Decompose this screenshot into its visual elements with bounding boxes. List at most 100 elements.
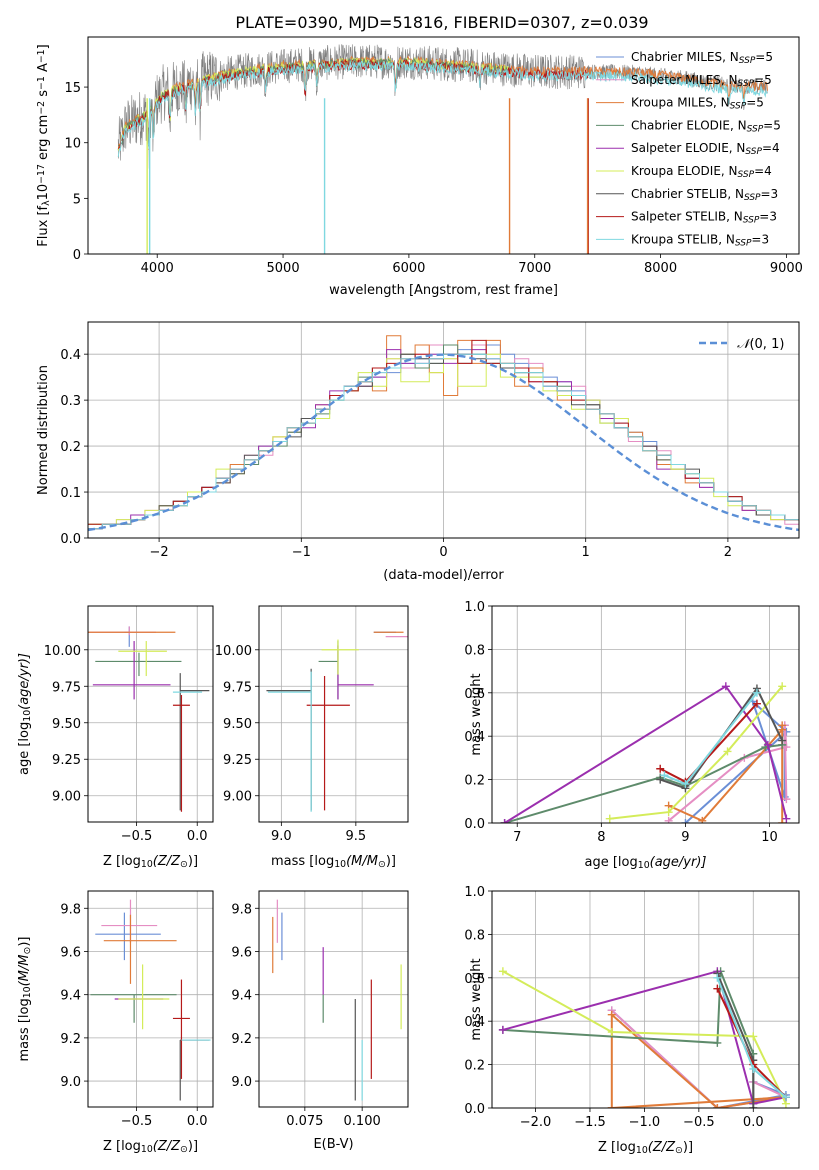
y-tick-label: 10.00 — [44, 644, 81, 659]
x-axis-label-part: 10 — [141, 859, 153, 870]
x-axis-label-part: 10 — [638, 860, 650, 871]
y-tick-label: 9.75 — [223, 680, 252, 695]
plot-marks — [266, 631, 408, 812]
legend-label-suffix: =5 — [754, 73, 772, 87]
errorbar-kroupa-stelib — [267, 671, 312, 812]
y-tick-label: 0.2 — [464, 774, 485, 789]
errorbar-chabrier-miles — [95, 912, 161, 961]
x-axis-label: age [log10(age/yr)] — [585, 855, 707, 871]
x-axis-label-part: 10 — [636, 1145, 648, 1156]
x-tick-label: 7000 — [518, 261, 551, 276]
x-axis-label-part: (M/M — [346, 854, 378, 869]
weight-line — [502, 970, 787, 1105]
plot-marks — [117, 44, 768, 254]
y-tick-label: 0.6 — [464, 687, 485, 702]
plot-area — [259, 891, 408, 1107]
legend-label: Salpeter MILES, NSSP=5 — [631, 73, 772, 89]
x-axis-label-part: ⊙ — [378, 859, 386, 870]
weight-line — [502, 970, 787, 1105]
weight-point-marker — [723, 747, 732, 756]
normal-reference-curve — [88, 353, 799, 532]
legend-label-part: (0, 1) — [749, 337, 784, 352]
axes-frame — [87, 321, 800, 539]
y-tick-label: 9.2 — [231, 1032, 252, 1047]
weight-vs-metallicity-panel: −2.0 −1.5 −1.0 −0.5 0.0 0.0 0.2 0.4 0.6 0.8 1.0 Z [… — [464, 885, 800, 1156]
y-tick-label: 9.2 — [60, 1032, 81, 1047]
plot-area — [88, 606, 213, 822]
weight-point-marker — [713, 973, 722, 982]
legend-label-text: Salpeter STELIB, N — [631, 210, 743, 224]
weight-point-marker — [656, 775, 665, 784]
plot-marks — [88, 335, 799, 538]
y-axis-label-part: mass [log — [17, 998, 32, 1061]
y-axis-label-part: (age/yr)] — [17, 653, 32, 710]
legend-label-sub: SSP — [738, 170, 755, 180]
y-tick-label: 9.25 — [223, 753, 252, 768]
weight-point-marker — [782, 743, 791, 752]
x-axis-label-part: )] — [386, 854, 396, 869]
x-tick-label: −1 — [292, 545, 311, 560]
plot-marks — [498, 967, 790, 1108]
legend-label-suffix: =5 — [763, 118, 781, 132]
y-axis-label-part: λ — [41, 200, 52, 206]
y-axis-label-part: 10 — [36, 184, 51, 201]
mass-vs-extinction-panel: 0.075 0.100 9.0 9.2 9.4 9.6 9.8 E(B-V) — [231, 890, 409, 1152]
y-tick-label: 9.25 — [52, 753, 81, 768]
weight-point-marker — [498, 1025, 507, 1034]
legend-label: Salpeter ELODIE, NSSP=4 — [631, 141, 780, 157]
legend-label: Kroupa ELODIE, NSSP=4 — [631, 164, 772, 180]
y-tick-label: 15 — [64, 81, 81, 96]
errorbar-kroupa-miles — [103, 914, 177, 984]
x-tick-label: −0.5 — [121, 1114, 153, 1129]
y-axis-label-part: ] — [36, 44, 51, 49]
legend-label: Chabrier MILES, NSSP=5 — [631, 50, 773, 66]
x-tick-label: −2.0 — [520, 1115, 552, 1130]
weight-point-marker — [713, 1038, 722, 1047]
x-axis-label: Z [log10(Z/Z⊙)] — [103, 1139, 198, 1155]
weight-point-marker — [605, 814, 614, 823]
x-tick-label: −0.5 — [121, 829, 153, 844]
weight-point-marker — [778, 721, 787, 730]
y-axis-label-part: (M/M — [17, 955, 32, 987]
y-tick-label: 9.6 — [60, 945, 81, 960]
weight-point-marker — [781, 1093, 790, 1102]
x-axis-label-part: 10 — [334, 859, 346, 870]
weight-point-marker — [752, 699, 761, 708]
model-spectrum-kroupa-stelib — [117, 59, 768, 157]
weight-point-marker — [749, 1064, 758, 1073]
x-tick-label: 8 — [597, 830, 605, 845]
plot-marks — [90, 899, 211, 1101]
weight-point-marker — [749, 1032, 758, 1041]
y-tick-label: 0.3 — [60, 394, 81, 409]
legend-label-text: Kroupa ELODIE, N — [631, 164, 738, 178]
weight-line — [610, 1012, 787, 1108]
y-tick-label: 0.4 — [464, 730, 485, 745]
y-tick-label: 9.50 — [52, 717, 81, 732]
legend-label-text: Kroupa STELIB, N — [631, 232, 735, 246]
errorbar-chabrier-elodie — [95, 652, 182, 677]
x-axis-label: Z [log10(Z/Z⊙)] — [598, 1140, 693, 1156]
x-axis-label: wavelength [Angstrom, rest frame] — [329, 283, 558, 298]
weight-point-marker — [698, 816, 707, 823]
y-axis-label-part: −1 — [36, 76, 47, 90]
weight-point-marker — [656, 764, 665, 773]
x-tick-label: 4000 — [141, 261, 174, 276]
weight-point-marker — [778, 682, 787, 691]
weight-point-marker — [782, 814, 791, 823]
x-axis-label-part: (Z/Z — [153, 1139, 181, 1154]
x-axis-label: (data-model)/error — [383, 568, 504, 583]
y-axis-label-part: erg cm — [36, 115, 51, 164]
legend-label: Kroupa STELIB, NSSP=3 — [631, 232, 769, 248]
y-axis-label-part: Flux [f — [36, 205, 51, 246]
x-axis-label: Z [log10(Z/Z⊙)] — [103, 854, 198, 870]
x-axis-label-part: Z [log — [103, 854, 141, 869]
legend-label: Kroupa MILES, NSSP=5 — [631, 96, 764, 112]
histogram-kroupa-elodie — [88, 353, 799, 538]
plot-marks — [272, 899, 402, 1101]
y-tick-label: 9.8 — [60, 902, 81, 917]
y-axis-label-part: age [log — [17, 722, 32, 775]
y-tick-label: 9.00 — [223, 790, 252, 805]
weight-point-marker — [607, 1104, 616, 1108]
x-tick-label: 0.075 — [286, 1114, 323, 1129]
